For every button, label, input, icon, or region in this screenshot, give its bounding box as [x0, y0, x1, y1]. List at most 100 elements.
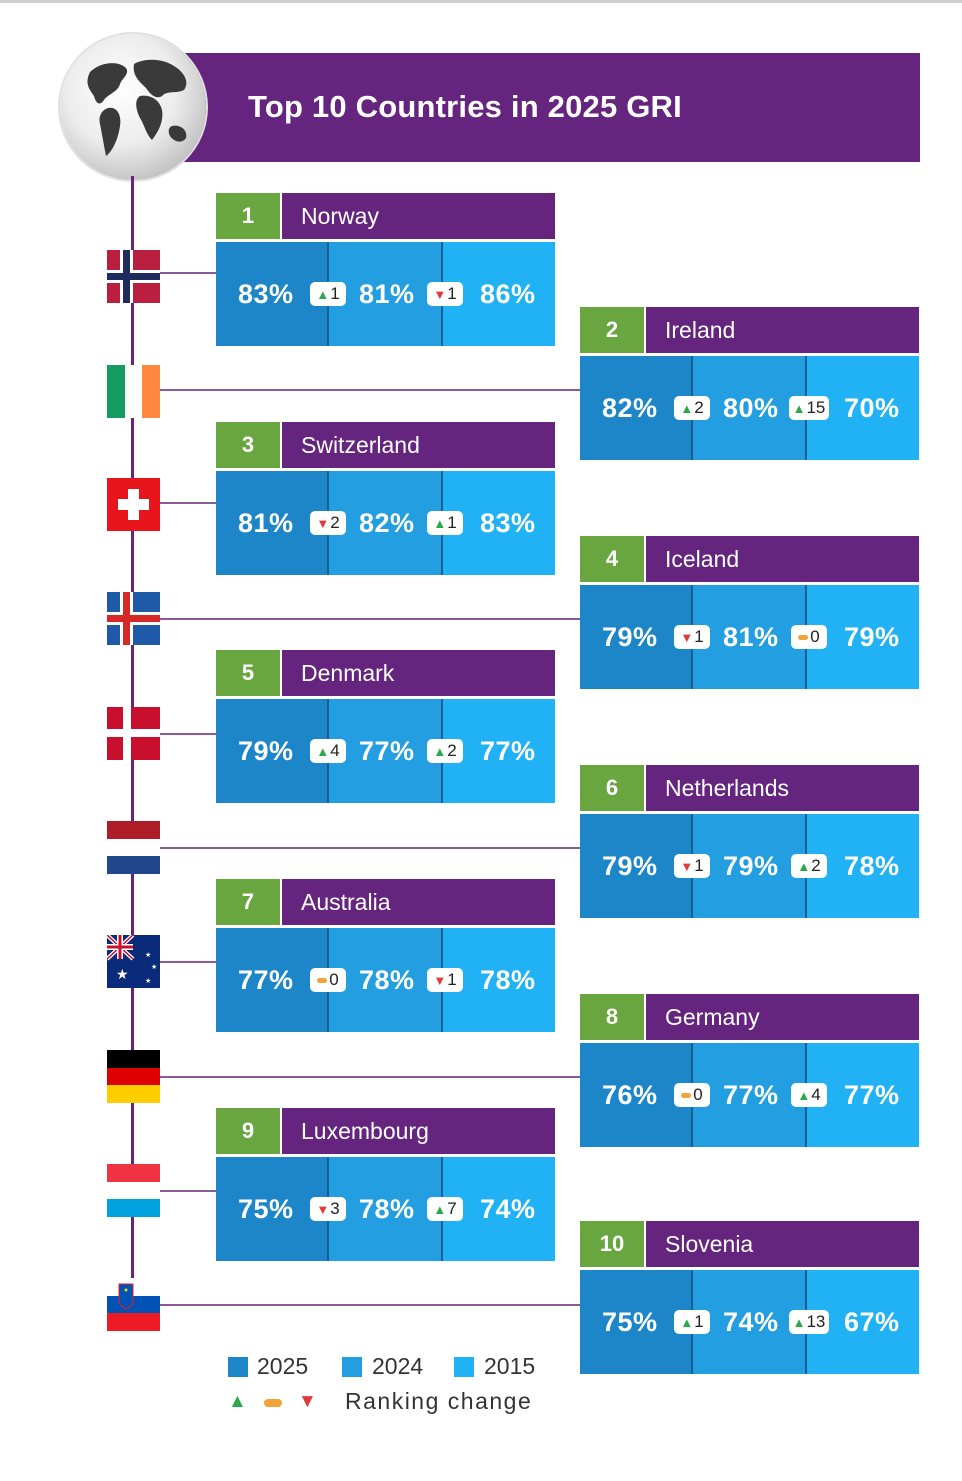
svg-text:★: ★ — [116, 967, 129, 983]
value-2024: 82% — [359, 508, 415, 538]
iceland-flag — [107, 592, 160, 645]
country-name: Ireland — [646, 307, 919, 353]
change-badge: 0 — [674, 1083, 710, 1107]
no-change-icon — [681, 1092, 692, 1098]
denmark-flag — [107, 707, 160, 760]
change-badge: ▲ 4 — [310, 739, 346, 763]
legend-label-2024: 2024 — [372, 1353, 424, 1379]
rank-badge: 3 — [216, 422, 280, 468]
country-card-5: 5 Denmark 79% ▲ 4 77% ▲ 2 77% — [216, 650, 555, 803]
value-2015: 67% — [844, 1307, 900, 1337]
country-card-9: 9 Luxembourg 75% ▼ 3 78% ▲ 7 74% — [216, 1108, 555, 1261]
value-2024: 80% — [723, 393, 779, 423]
change-badge: 0 — [310, 968, 346, 992]
value-2025: 79% — [238, 736, 294, 766]
country-card-3: 3 Switzerland 81% ▼ 2 82% ▲ 1 83% — [216, 422, 555, 575]
connector-8 — [160, 1076, 580, 1078]
change-badge: ▲ 1 — [310, 282, 346, 306]
svg-text:★: ★ — [145, 977, 151, 985]
value-2025: 82% — [602, 393, 658, 423]
value-2015: 78% — [844, 851, 900, 881]
title-banner: Top 10 Countries in 2025 GRI — [168, 53, 920, 162]
change-badge: ▼ 1 — [674, 854, 710, 878]
up-arrow-icon: ▲ — [433, 743, 447, 759]
up-arrow-icon: ▲ — [797, 858, 811, 874]
value-2025: 77% — [238, 965, 294, 995]
value-2024: 77% — [723, 1080, 779, 1110]
svg-text:★: ★ — [151, 963, 157, 971]
country-card-7: 7 Australia 77% 0 78% ▼ 1 78% — [216, 879, 555, 1032]
globe-icon — [60, 34, 206, 180]
australia-flag: ★ ★ ★ ★ — [107, 935, 160, 988]
down-arrow-icon: ▼ — [680, 858, 694, 874]
switzerland-flag — [107, 478, 160, 531]
up-arrow-icon: ▲ — [316, 286, 330, 302]
up-arrow-icon: ▲ — [680, 1314, 694, 1330]
change-badge: ▼ 1 — [427, 282, 463, 306]
up-arrow-icon: ▲ — [680, 400, 694, 416]
country-card-10: 10 Slovenia 75% ▲ 1 74% ▲ 13 67% — [580, 1221, 919, 1374]
up-arrow-icon: ▲ — [792, 400, 806, 416]
country-name: Norway — [282, 193, 555, 239]
value-2015: 77% — [844, 1080, 900, 1110]
value-2024: 77% — [359, 736, 415, 766]
country-name: Luxembourg — [282, 1108, 555, 1154]
change-badge: ▼ 1 — [674, 625, 710, 649]
value-2024: 81% — [723, 622, 779, 652]
rank-badge: 7 — [216, 879, 280, 925]
country-card-2: 2 Ireland 82% ▲ 2 80% ▲ 15 70% — [580, 307, 919, 460]
legend-swatch-2015 — [454, 1357, 474, 1377]
legend-label-2015: 2015 — [484, 1353, 536, 1379]
up-arrow-icon: ▲ — [792, 1314, 806, 1330]
down-arrow-icon: ▼ — [316, 515, 330, 531]
svg-text:★: ★ — [145, 951, 151, 959]
value-2025: 79% — [602, 851, 658, 881]
rank-badge: 8 — [580, 994, 644, 1040]
country-card-1: 1 Norway 83% ▲ 1 81% ▼ 1 86% — [216, 193, 555, 346]
rank-badge: 1 — [216, 193, 280, 239]
value-2015: 70% — [844, 393, 900, 423]
change-badge: ▲ 7 — [427, 1197, 463, 1221]
legend-label-2025: 2025 — [257, 1353, 309, 1379]
connector-2 — [160, 389, 580, 391]
value-2025: 75% — [238, 1194, 294, 1224]
rank-badge: 4 — [580, 536, 644, 582]
value-2025: 81% — [238, 508, 294, 538]
change-badge: ▲ 2 — [427, 739, 463, 763]
value-2024: 78% — [359, 1194, 415, 1224]
norway-flag — [107, 250, 160, 303]
change-badge: ▼ 1 — [427, 968, 463, 992]
value-2015: 79% — [844, 622, 900, 652]
change-badge: 0 — [791, 625, 827, 649]
value-2015: 86% — [480, 279, 536, 309]
legend-swatch-2025 — [228, 1357, 248, 1377]
country-name: Netherlands — [646, 765, 919, 811]
connector-10 — [160, 1304, 580, 1306]
legend-swatch-2024 — [342, 1357, 362, 1377]
country-card-4: 4 Iceland 79% ▼ 1 81% 0 79% — [580, 536, 919, 689]
netherlands-flag — [107, 821, 160, 874]
down-arrow-icon: ▼ — [298, 1391, 317, 1412]
value-2024: 74% — [723, 1307, 779, 1337]
rank-badge: 9 — [216, 1108, 280, 1154]
up-arrow-icon: ▲ — [316, 743, 330, 759]
value-2015: 83% — [480, 508, 536, 538]
change-badge: ▲ 1 — [427, 511, 463, 535]
connector-1 — [160, 272, 216, 274]
value-2015: 78% — [480, 965, 536, 995]
up-arrow-icon: ▲ — [433, 515, 447, 531]
change-badge: ▲ 1 — [674, 1310, 710, 1334]
change-badge: ▼ 2 — [310, 511, 346, 535]
country-name: Switzerland — [282, 422, 555, 468]
change-badge: ▲ 13 — [789, 1310, 829, 1334]
page-title: Top 10 Countries in 2025 GRI — [248, 89, 682, 124]
country-card-6: 6 Netherlands 79% ▼ 1 79% ▲ 2 78% — [580, 765, 919, 918]
value-2025: 79% — [602, 622, 658, 652]
rank-badge: 2 — [580, 307, 644, 353]
change-badge: ▼ 3 — [310, 1197, 346, 1221]
rank-badge: 5 — [216, 650, 280, 696]
up-arrow-icon: ▲ — [797, 1087, 811, 1103]
connector-9 — [160, 1190, 216, 1192]
value-2024: 79% — [723, 851, 779, 881]
no-change-icon — [264, 1399, 282, 1407]
